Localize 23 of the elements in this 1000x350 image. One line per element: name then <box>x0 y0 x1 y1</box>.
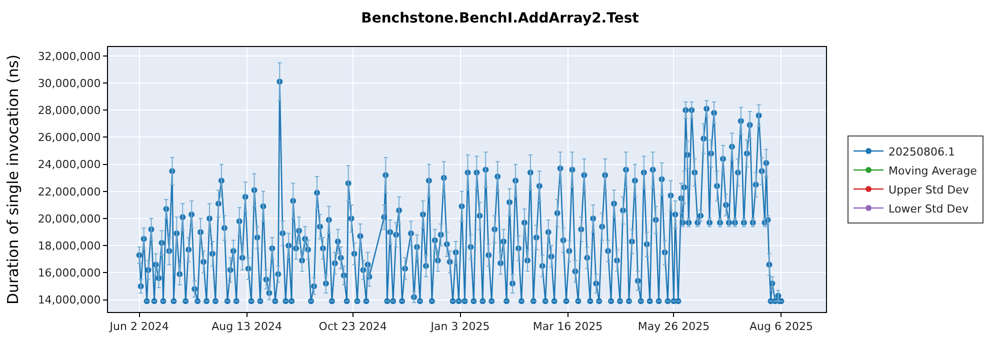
x-tick-label: Mar 16 2025 <box>532 320 603 334</box>
x-tick-label: May 26 2025 <box>638 320 710 334</box>
x-tick-label: Jan 3 2025 <box>430 320 490 334</box>
legend-label: Moving Average <box>888 164 978 178</box>
x-tick-label: Oct 23 2024 <box>318 320 387 334</box>
y-tick-label: 30,000,000 <box>38 76 101 90</box>
y-tick-label: 26,000,000 <box>38 131 101 144</box>
y-tick-label: 32,000,000 <box>38 50 101 63</box>
legend-label: Lower Std Dev <box>888 202 969 216</box>
y-tick-label: 22,000,000 <box>38 185 101 198</box>
y-tick-label: 18,000,000 <box>38 239 101 252</box>
legend-label: Upper Std Dev <box>888 183 970 196</box>
x-tick-label: Jun 2 2024 <box>108 320 169 334</box>
y-tick-label: 14,000,000 <box>38 294 101 307</box>
y-tick-label: 24,000,000 <box>38 158 101 172</box>
y-axis-title: Duration of single invocation (ns) <box>4 54 22 305</box>
y-tick-label: 28,000,000 <box>38 104 101 117</box>
legend-label: 20250806.1 <box>888 145 956 158</box>
y-tick-label: 16,000,000 <box>38 266 101 280</box>
y-tick-label: 20,000,000 <box>38 212 101 226</box>
chart-title: Benchstone.BenchI.AddArray2.Test <box>361 10 640 26</box>
x-tick-label: Aug 13 2024 <box>212 320 282 334</box>
x-tick-label: Aug 6 2025 <box>749 320 813 334</box>
